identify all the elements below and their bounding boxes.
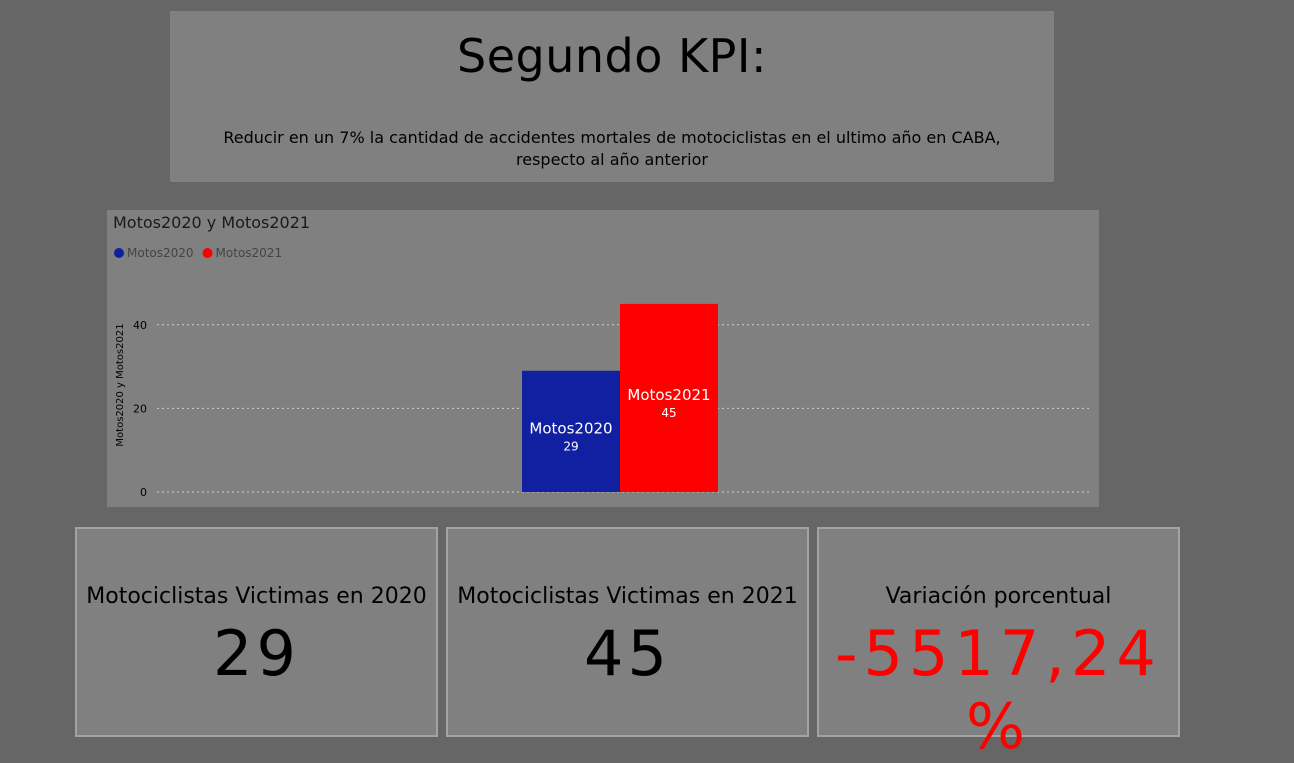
bar-series-label: Motos2020 xyxy=(529,419,612,437)
legend-item[interactable]: Motos2020 xyxy=(127,246,194,260)
kpi-card-2021: Motociclistas Victimas en 2021 45 xyxy=(446,527,809,737)
kpi-card-2020: Motociclistas Victimas en 2020 29 xyxy=(75,527,438,737)
y-axis-ticks: 0 20 40 xyxy=(133,319,147,499)
kpi-header: Segundo KPI: Reducir en un 7% la cantida… xyxy=(170,11,1054,182)
legend-item[interactable]: Motos2021 xyxy=(216,246,283,260)
chart-grid xyxy=(157,324,1092,493)
card-label: Variación porcentual xyxy=(885,584,1112,609)
bar-value-label: 45 xyxy=(661,406,676,420)
card-value: 29 xyxy=(213,617,300,690)
card-label: Motociclistas Victimas en 2020 xyxy=(86,584,427,609)
page-title: Segundo KPI: xyxy=(457,29,767,83)
chart-legend[interactable]: Motos2020 Motos2021 xyxy=(114,246,282,260)
y-tick-label: 40 xyxy=(133,319,147,332)
card-label: Motociclistas Victimas en 2021 xyxy=(457,584,798,609)
y-tick-label: 20 xyxy=(133,402,147,415)
bar-value-label: 29 xyxy=(563,439,578,453)
bar-series-label: Motos2021 xyxy=(627,386,710,404)
bar-motos2021[interactable] xyxy=(620,303,718,492)
legend-marker xyxy=(114,248,124,258)
chart-svg: Motos2020 y Motos2021 Motos2020 Motos2021… xyxy=(113,213,1092,499)
y-tick-label: 0 xyxy=(140,486,147,499)
legend-marker xyxy=(202,248,213,258)
chart-bars[interactable]: Motos2020 29 Motos2021 45 xyxy=(522,303,718,492)
card-value: -5517,24 % xyxy=(835,617,1162,763)
card-value: 45 xyxy=(584,617,671,690)
kpi-card-variation: Variación porcentual -5517,24 % xyxy=(817,527,1180,763)
y-axis-title: Motos2020 y Motos2021 xyxy=(115,323,126,446)
bar-chart[interactable]: Motos2020 y Motos2021 Motos2020 Motos2021… xyxy=(107,210,1099,507)
kpi-description: Reducir en un 7% la cantidad de accident… xyxy=(223,128,1001,169)
bar-motos2020[interactable] xyxy=(522,370,620,492)
chart-title: Motos2020 y Motos2021 xyxy=(113,213,310,232)
